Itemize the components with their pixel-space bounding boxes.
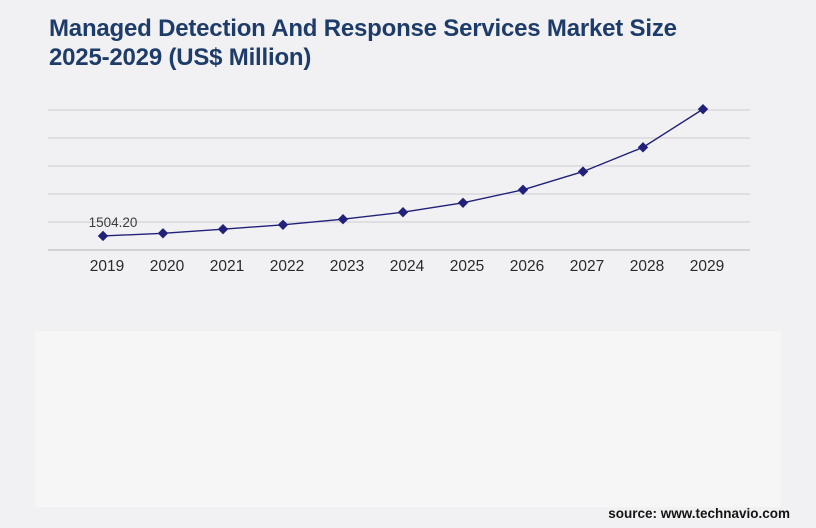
x-tick-label: 2028	[630, 258, 664, 275]
data-point-marker	[397, 207, 409, 218]
source-attribution: source: www.technavio.com	[608, 506, 790, 521]
x-tick-label: 2026	[510, 258, 544, 275]
x-tick-label: 2019	[90, 258, 124, 275]
data-point-marker	[457, 197, 469, 208]
x-tick-label: 2021	[210, 258, 244, 275]
market-size-line-chart: 2019 2020 2021 2022 2023 2024 2025 2026 2027 2028…	[48, 103, 750, 275]
x-tick-label: 2025	[450, 258, 484, 275]
data-point-marker	[217, 223, 229, 235]
data-point-marker	[637, 142, 649, 153]
x-tick-label: 2027	[570, 258, 604, 275]
data-point-marker	[157, 228, 169, 239]
x-tick-label: 2024	[390, 258, 425, 275]
x-tick-label: 2022	[270, 258, 304, 275]
data-point-marker	[97, 230, 109, 242]
data-point-value-label: 1504.20	[89, 215, 138, 230]
data-point-marker	[277, 219, 289, 230]
page-title: Managed Detection And Response Services …	[49, 15, 677, 71]
data-point-marker	[697, 103, 709, 115]
x-tick-label: 2029	[690, 258, 724, 275]
data-point-marker	[577, 166, 589, 177]
data-point-marker	[337, 214, 349, 225]
stats-panel: 24.9% 2025 Year-over-Year ACCELERATING G…	[35, 331, 781, 507]
x-tick-label: 2020	[150, 258, 185, 275]
x-tick-label: 2023	[330, 258, 364, 275]
data-point-marker	[517, 184, 529, 195]
